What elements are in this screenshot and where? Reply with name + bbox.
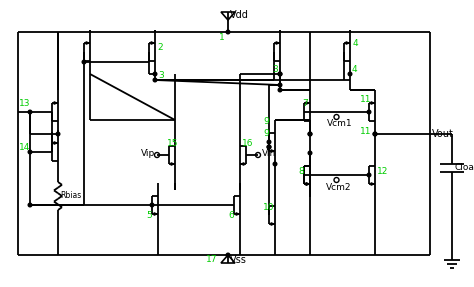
Circle shape [308,151,312,155]
Text: 2: 2 [157,42,163,51]
Text: 4: 4 [352,65,357,75]
Circle shape [348,72,352,76]
Circle shape [153,78,157,82]
Polygon shape [306,183,309,185]
Circle shape [150,203,154,207]
Circle shape [28,150,32,154]
Text: 6: 6 [228,210,234,220]
Polygon shape [86,42,89,44]
Text: 10: 10 [263,203,274,212]
Polygon shape [271,150,274,152]
Polygon shape [306,183,309,185]
Circle shape [267,145,271,149]
Polygon shape [54,102,57,104]
Polygon shape [371,102,374,104]
Text: 9: 9 [263,129,269,139]
Circle shape [56,132,60,136]
Text: 3: 3 [272,65,278,75]
Circle shape [267,140,271,144]
Circle shape [82,60,86,64]
Polygon shape [236,213,239,215]
Circle shape [373,132,377,136]
Text: 12: 12 [377,168,388,177]
Text: Vip: Vip [141,150,155,158]
Text: 5: 5 [146,210,152,220]
Polygon shape [371,183,374,185]
Polygon shape [151,42,154,44]
Circle shape [308,132,312,136]
Text: 4: 4 [353,40,359,49]
Circle shape [28,203,32,207]
Polygon shape [306,102,309,104]
Polygon shape [271,223,274,225]
Circle shape [278,83,282,87]
Circle shape [226,30,230,34]
Text: 13: 13 [19,100,30,108]
Circle shape [278,88,282,92]
Polygon shape [241,163,244,165]
Circle shape [373,132,377,136]
Text: Vdd: Vdd [230,10,249,20]
Text: 9: 9 [263,117,269,127]
Polygon shape [346,42,349,44]
Circle shape [267,145,271,149]
Circle shape [278,72,282,76]
Text: 16: 16 [242,139,254,148]
Text: Vin: Vin [262,150,276,158]
Polygon shape [276,42,279,44]
Text: Cload: Cload [455,164,474,172]
Circle shape [273,162,277,166]
Text: 7: 7 [302,100,308,108]
Text: Rbias: Rbias [60,191,81,201]
Text: 11: 11 [360,96,372,104]
Circle shape [28,110,32,114]
Text: 14: 14 [19,143,30,152]
Circle shape [153,72,157,76]
Circle shape [308,132,312,136]
Text: 3: 3 [158,71,164,79]
Text: 17: 17 [206,255,218,265]
Text: Vcm1: Vcm1 [327,119,352,129]
Text: 15: 15 [167,139,179,148]
Text: 8: 8 [298,168,304,177]
Polygon shape [54,142,57,144]
Text: Vcm2: Vcm2 [326,183,351,193]
Text: 1: 1 [219,32,225,42]
Circle shape [278,72,282,76]
Text: Vout: Vout [432,129,454,139]
Text: 11: 11 [360,127,372,135]
Circle shape [367,173,371,177]
Circle shape [226,253,230,257]
Text: Vss: Vss [230,255,247,265]
Circle shape [367,110,371,114]
Polygon shape [171,163,174,165]
Polygon shape [154,213,157,215]
